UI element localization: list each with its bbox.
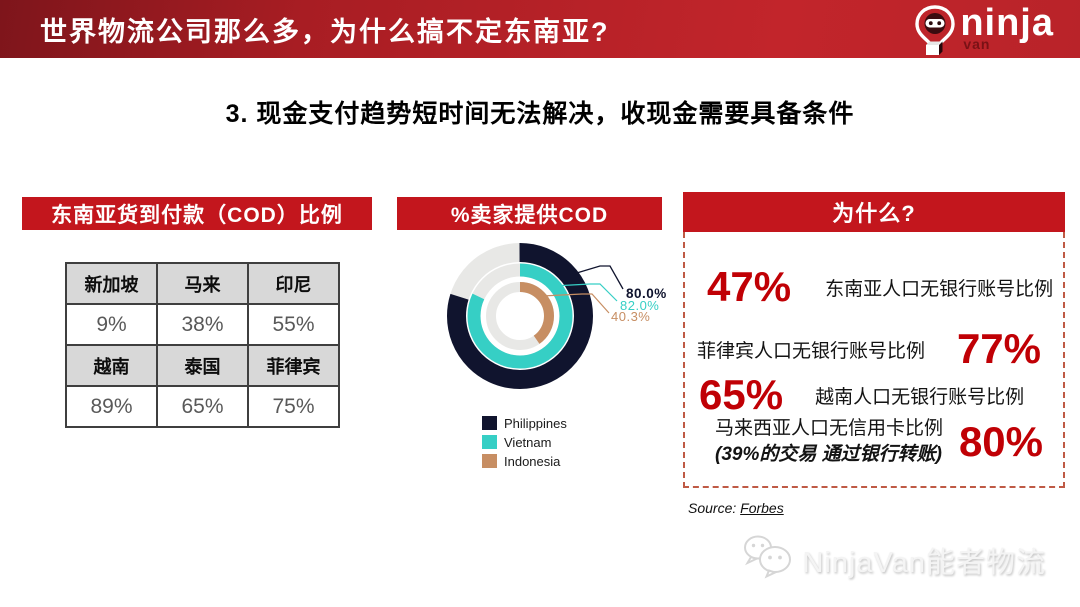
map-pin-ninja-icon [915,5,956,62]
source-line: Source: Forbes [688,500,784,516]
stat-label: 越南人口无银行账号比例 [815,386,1025,408]
table-header-cell: 泰国 [156,344,249,387]
chart-section-header: %卖家提供COD [397,197,662,230]
label-indonesia-value: 40.3% [611,309,650,324]
watermark-text: NinjaVan能者物流 [802,546,1046,579]
table-header-cell: 越南 [65,344,158,387]
stat-row-sea: 47% 东南亚人口无银行账号比例 [685,266,1063,308]
table-value-cell: 75% [247,385,340,428]
legend-label-vietnam: Vietnam [504,435,551,450]
table-header-cell: 马来 [156,262,249,305]
stat-row-vietnam: 65% 越南人口无银行账号比例 [685,374,1063,416]
wechat-watermark: NinjaVan能者物流 [742,534,1046,585]
legend-swatch-vietnam [482,435,497,449]
wechat-icon [742,534,794,585]
why-panel: 47% 东南亚人口无银行账号比例 菲律宾人口无银行账号比例 77% 65% 越南… [683,232,1065,488]
table-header-cell: 菲律宾 [247,344,340,387]
table-row: 新加坡 马来 印尼 [65,262,340,305]
legend-swatch-indonesia [482,454,497,468]
logo-wordmark: ninja van [960,2,1054,53]
cod-section-header: 东南亚货到付款（COD）比例 [22,197,372,230]
stat-value: 80% [958,417,1043,465]
banner-title: 世界物流公司那么多，为什么搞不定东南亚? [40,16,610,47]
label-vietnam-value: 82.0% [620,298,659,313]
table-value-cell: 65% [156,385,249,428]
table-row: 89% 65% 75% [65,385,340,428]
table-row: 越南 泰国 菲律宾 [65,344,340,387]
page-title: 3. 现金支付趋势短时间无法解决，收现金需要具备条件 [225,100,855,128]
vietnam-ring [467,263,573,369]
stat-value: 77% [956,325,1041,372]
leader-line-indonesia [541,293,610,314]
stat-label: 马来西亚人口无信用卡比例 [715,418,944,439]
leader-line-vietnam [552,283,618,302]
leader-line-philippines [569,265,624,290]
label-philippines-value: 80.0% [626,286,667,301]
logo-brand-text: ninja [960,2,1054,44]
stat-value: 65% [699,371,784,418]
indonesia-ring [486,282,554,350]
ninjavan-logo: ninja van [915,2,1054,62]
table-value-cell: 55% [247,303,340,346]
legend-label-philippines: Philippines [504,416,567,431]
cod-donut-chart: 80.0% 82.0% 40.3% Philippines Vietnam In… [400,233,670,483]
stat-row-philippines: 菲律宾人口无银行账号比例 77% [685,328,1063,370]
cod-table: 新加坡 马来 印尼 9% 38% 55% 越南 泰国 菲律宾 89% 65% 7… [65,262,340,428]
table-value-cell: 38% [156,303,249,346]
legend-swatch-philippines [482,416,497,430]
table-header-cell: 新加坡 [65,262,158,305]
philippines-ring [447,243,593,389]
stat-row-malaysia: 马来西亚人口无信用卡比例 (39%的交易 通过银行转账) 80% [685,416,1063,467]
stat-label: 菲律宾人口无银行账号比例 [697,340,926,362]
table-header-cell: 印尼 [247,262,340,305]
stat-label: 东南亚人口无银行账号比例 [825,278,1054,300]
legend-label-indonesia: Indonesia [504,454,561,469]
source-prefix: Source: [688,500,737,516]
stat-label-block: 马来西亚人口无信用卡比例 (39%的交易 通过银行转账) [715,416,943,467]
logo-sub-text: van [963,36,991,53]
source-link[interactable]: Forbes [740,500,784,516]
top-banner: 世界物流公司那么多，为什么搞不定东南亚? ninja van [0,0,1080,58]
stat-sublabel: (39%的交易 通过银行转账) [715,443,942,465]
table-row: 9% 38% 55% [65,303,340,346]
table-value-cell: 9% [65,303,158,346]
why-section-header: 为什么? [683,192,1065,232]
stat-value: 47% [707,263,792,310]
table-value-cell: 89% [65,385,158,428]
